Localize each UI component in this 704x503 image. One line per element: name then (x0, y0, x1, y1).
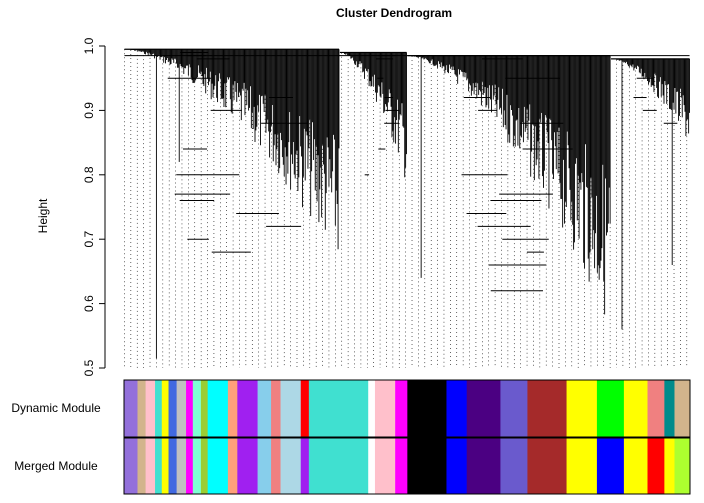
dynamic-module-segment (374, 380, 396, 437)
merged-module-segment (257, 438, 272, 494)
dynamic-module-segment (168, 380, 178, 437)
dynamic-module-segment (257, 380, 272, 437)
merged-module-segment (176, 438, 187, 494)
dynamic-module-segment (161, 380, 170, 437)
merged-module-segment (374, 438, 396, 494)
dynamic-module-segment-frame (123, 379, 691, 438)
merged-module-segment (237, 438, 259, 494)
chart-title: Cluster Dendrogram (336, 6, 452, 20)
merged-module-segment (664, 438, 675, 494)
merged-module-segment (186, 438, 194, 494)
merged-module-segment (308, 438, 369, 494)
merged-module-segment (466, 438, 501, 494)
merged-module-segment (227, 438, 238, 494)
dynamic-module-segment (395, 380, 408, 437)
y-tick-label: 0.8 (82, 166, 96, 183)
y-axis-label: Height (36, 198, 50, 233)
row-label-dynamic-module: Dynamic Module (11, 401, 101, 415)
dynamic-module-segment (527, 380, 568, 437)
merged-module-segment (137, 438, 147, 494)
y-tick-label: 0.7 (82, 231, 96, 248)
dendrogram-tree (124, 48, 690, 368)
dynamic-module-segment (207, 380, 229, 437)
dynamic-module-segment (368, 380, 376, 437)
merged-module-segment (300, 438, 310, 494)
merged-module-segment (368, 438, 376, 494)
y-tick-label: 0.5 (82, 359, 96, 376)
y-tick-label: 0.6 (82, 295, 96, 312)
dynamic-module-segment (192, 380, 202, 437)
y-tick-label: 1.0 (82, 37, 96, 54)
dynamic-module-segment (155, 380, 163, 437)
dynamic-module-segment (271, 380, 282, 437)
dynamic-module-segment (308, 380, 369, 437)
dynamic-module-segment (280, 380, 302, 437)
dynamic-module-segment (176, 380, 187, 437)
dynamic-module-segment (300, 380, 310, 437)
merged-module-segment (407, 438, 447, 494)
merged-module-segment (155, 438, 163, 494)
merged-module-segment (271, 438, 282, 494)
merged-module-segment (207, 438, 229, 494)
merged-module-segment (161, 438, 170, 494)
merged-module-segment (395, 438, 408, 494)
merged-module-segment (647, 438, 665, 494)
y-axis: 0.5 0.6 0.7 0.8 0.9 1.0 (82, 37, 106, 376)
dynamic-module-segment (500, 380, 528, 437)
dynamic-module-segment (566, 380, 598, 437)
merged-module-segment (674, 438, 691, 494)
dynamic-module-segment (145, 380, 156, 437)
merged-module-segment (527, 438, 568, 494)
dynamic-module-segment (664, 380, 675, 437)
dynamic-module-segment (647, 380, 665, 437)
merged-module-segment (566, 438, 598, 494)
row-label-merged-module: Merged Module (14, 459, 98, 473)
merged-module-segment (500, 438, 528, 494)
merged-module-segment (168, 438, 178, 494)
module-color-strips (123, 379, 691, 495)
dynamic-module-segment (674, 380, 691, 437)
dynamic-module-segment (596, 380, 625, 437)
dynamic-module-segment (227, 380, 238, 437)
y-tick-label: 0.9 (82, 102, 96, 119)
merged-module-segment (596, 438, 625, 494)
dynamic-module-segment (137, 380, 147, 437)
dynamic-module-segment (200, 380, 209, 437)
merged-module-segment (145, 438, 156, 494)
dynamic-module-segment (623, 380, 648, 437)
dynamic-module-segment (446, 380, 468, 437)
dynamic-module-segment (466, 380, 501, 437)
merged-module-segment-frame (123, 437, 691, 495)
dynamic-module-segment (186, 380, 194, 437)
dynamic-module-segment (124, 380, 138, 437)
merged-module-segment (192, 438, 202, 494)
merged-module-segment (280, 438, 302, 494)
merged-module-segment (446, 438, 468, 494)
dynamic-module-segment (237, 380, 259, 437)
merged-module-segment (200, 438, 209, 494)
dynamic-module-segment (407, 380, 447, 437)
merged-module-segment (124, 438, 138, 494)
merged-module-segment (623, 438, 648, 494)
